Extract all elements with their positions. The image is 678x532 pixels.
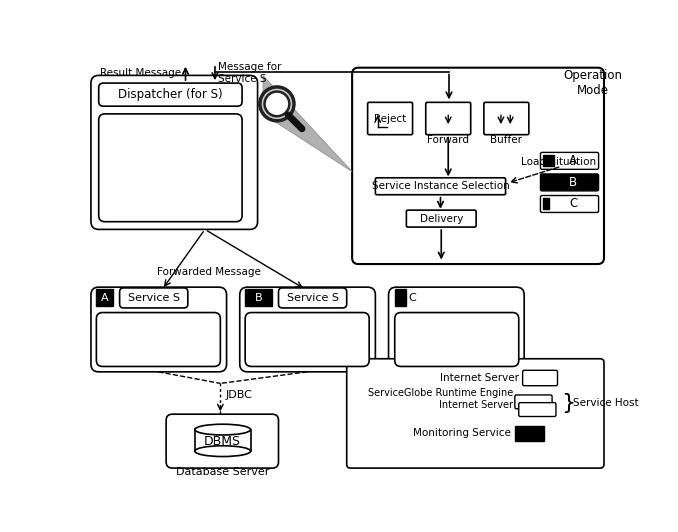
Text: A: A bbox=[569, 154, 577, 168]
Text: Message for
Service S: Message for Service S bbox=[218, 62, 281, 84]
FancyBboxPatch shape bbox=[367, 102, 413, 135]
Text: B: B bbox=[254, 293, 262, 303]
FancyBboxPatch shape bbox=[91, 76, 258, 229]
Text: ServiceGlobe Runtime Engine
Internet Server: ServiceGlobe Runtime Engine Internet Ser… bbox=[368, 388, 513, 410]
Text: Load Situation: Load Situation bbox=[521, 157, 596, 168]
Text: Service Instance Selection: Service Instance Selection bbox=[372, 181, 509, 192]
Text: Dispatcher (for S): Dispatcher (for S) bbox=[118, 88, 222, 101]
Text: Forward: Forward bbox=[427, 135, 469, 145]
Text: Forwarded Message: Forwarded Message bbox=[157, 267, 260, 277]
FancyBboxPatch shape bbox=[484, 102, 529, 135]
Bar bbox=[195, 430, 251, 451]
FancyBboxPatch shape bbox=[540, 196, 599, 212]
Text: Monitoring Service: Monitoring Service bbox=[413, 428, 511, 438]
Text: Operation
Mode: Operation Mode bbox=[563, 69, 622, 97]
Text: Internet Server: Internet Server bbox=[440, 373, 519, 383]
FancyBboxPatch shape bbox=[388, 287, 524, 372]
FancyBboxPatch shape bbox=[376, 178, 506, 195]
FancyBboxPatch shape bbox=[99, 83, 242, 106]
Bar bbox=[96, 289, 113, 306]
FancyBboxPatch shape bbox=[406, 210, 476, 227]
FancyBboxPatch shape bbox=[240, 287, 376, 372]
Text: Service S: Service S bbox=[127, 293, 180, 303]
Text: Result Message: Result Message bbox=[100, 68, 182, 78]
Circle shape bbox=[264, 92, 290, 116]
FancyBboxPatch shape bbox=[519, 403, 556, 417]
Text: }: } bbox=[561, 393, 576, 413]
Circle shape bbox=[260, 87, 294, 121]
Text: Database Server: Database Server bbox=[176, 467, 269, 477]
FancyBboxPatch shape bbox=[96, 312, 220, 367]
FancyBboxPatch shape bbox=[346, 359, 604, 468]
Text: C: C bbox=[569, 197, 577, 211]
FancyBboxPatch shape bbox=[99, 114, 242, 222]
Text: Service Host: Service Host bbox=[573, 397, 639, 408]
Text: Delivery: Delivery bbox=[420, 214, 463, 223]
FancyBboxPatch shape bbox=[245, 312, 370, 367]
Text: DBMS: DBMS bbox=[204, 435, 241, 448]
Bar bbox=[395, 289, 405, 306]
FancyBboxPatch shape bbox=[426, 102, 471, 135]
Text: C: C bbox=[408, 293, 416, 303]
FancyBboxPatch shape bbox=[523, 370, 557, 386]
FancyBboxPatch shape bbox=[515, 395, 552, 409]
FancyBboxPatch shape bbox=[395, 312, 519, 367]
Bar bbox=[543, 155, 554, 166]
Text: JDBC: JDBC bbox=[226, 390, 253, 400]
Text: Service S: Service S bbox=[287, 293, 338, 303]
FancyBboxPatch shape bbox=[540, 152, 599, 169]
Text: A: A bbox=[101, 293, 108, 303]
Ellipse shape bbox=[195, 424, 251, 435]
FancyBboxPatch shape bbox=[279, 288, 346, 308]
Text: Buffer: Buffer bbox=[490, 135, 522, 145]
Bar bbox=[245, 289, 273, 306]
FancyBboxPatch shape bbox=[540, 174, 599, 191]
Polygon shape bbox=[263, 76, 352, 172]
FancyBboxPatch shape bbox=[352, 68, 604, 264]
Text: Reject: Reject bbox=[374, 114, 406, 124]
FancyBboxPatch shape bbox=[91, 287, 226, 372]
FancyBboxPatch shape bbox=[166, 414, 279, 468]
Ellipse shape bbox=[195, 446, 251, 456]
Bar bbox=[543, 198, 549, 210]
FancyBboxPatch shape bbox=[119, 288, 188, 308]
Text: B: B bbox=[569, 176, 577, 189]
Bar bbox=[515, 426, 544, 441]
